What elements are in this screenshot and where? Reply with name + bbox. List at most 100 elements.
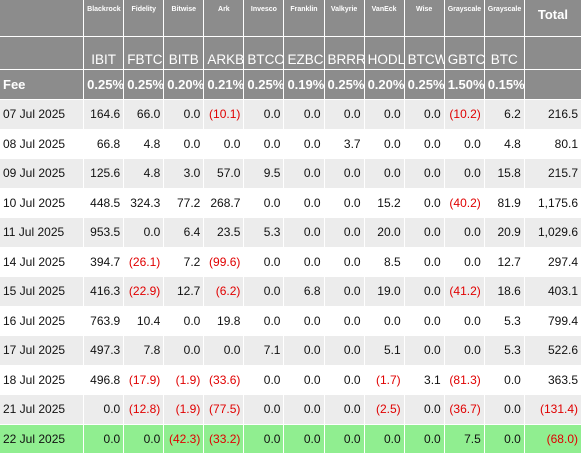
flow-cell: 0.0 bbox=[244, 395, 284, 425]
flow-cell: 0.0 bbox=[164, 100, 204, 130]
flow-cell: 0.0 bbox=[405, 218, 445, 248]
flow-cell: (36.7) bbox=[445, 395, 485, 425]
row-date: 21 Jul 2025 bbox=[0, 395, 84, 425]
flow-cell: (81.3) bbox=[445, 366, 485, 396]
flow-cell: 5.3 bbox=[244, 218, 284, 248]
corner-cell bbox=[0, 0, 84, 37]
flow-cell: 0.0 bbox=[284, 307, 324, 337]
fee-value: 0.25% bbox=[124, 70, 164, 100]
flow-cell: 0.0 bbox=[244, 307, 284, 337]
flow-cell: 0.0 bbox=[365, 100, 405, 130]
issuer-label: Fidelity bbox=[124, 0, 164, 37]
flow-cell: (2.5) bbox=[365, 395, 405, 425]
ticker-label: FBTC bbox=[124, 37, 164, 70]
flow-cell: 7.8 bbox=[124, 336, 164, 366]
flow-cell: 0.0 bbox=[445, 248, 485, 278]
flow-cell: 6.4 bbox=[164, 218, 204, 248]
flow-cell: 0.0 bbox=[244, 189, 284, 219]
flow-cell: 0.0 bbox=[284, 336, 324, 366]
flow-cell: (6.2) bbox=[204, 277, 244, 307]
flow-cell: 0.0 bbox=[485, 366, 525, 396]
ticker-label: BTC bbox=[485, 37, 525, 70]
flow-cell: 4.8 bbox=[485, 130, 525, 160]
flow-cell: 0.0 bbox=[284, 248, 324, 278]
fee-value: 0.19% bbox=[284, 70, 324, 100]
fee-value: 0.21% bbox=[204, 70, 244, 100]
flow-cell: 0.0 bbox=[284, 130, 324, 160]
flow-cell: 0.0 bbox=[405, 189, 445, 219]
row-total: (131.4) bbox=[525, 395, 582, 425]
row-date: 10 Jul 2025 bbox=[0, 189, 84, 219]
flow-cell: 0.0 bbox=[405, 248, 445, 278]
flow-cell: 496.8 bbox=[84, 366, 124, 396]
fee-value: 0.20% bbox=[365, 70, 405, 100]
flow-cell: 19.8 bbox=[204, 307, 244, 337]
flow-cell: 0.0 bbox=[244, 100, 284, 130]
issuer-label: Grayscale bbox=[485, 0, 525, 37]
flow-cell: 5.3 bbox=[485, 307, 525, 337]
fee-label: Fee bbox=[0, 70, 84, 100]
flow-cell: (77.5) bbox=[204, 395, 244, 425]
flow-cell: (26.1) bbox=[124, 248, 164, 278]
flow-cell: 0.0 bbox=[284, 218, 324, 248]
flow-cell: 7.5 bbox=[445, 425, 485, 454]
row-total: 297.4 bbox=[525, 248, 582, 278]
flow-cell: 164.6 bbox=[84, 100, 124, 130]
flow-cell: 0.0 bbox=[124, 425, 164, 454]
flow-cell: 0.0 bbox=[244, 248, 284, 278]
flow-cell: 15.2 bbox=[365, 189, 405, 219]
row-total: 363.5 bbox=[525, 366, 582, 396]
row-total: 216.5 bbox=[525, 100, 582, 130]
flow-cell: 0.0 bbox=[445, 307, 485, 337]
flow-cell: 0.0 bbox=[405, 336, 445, 366]
flow-cell: 0.0 bbox=[284, 425, 324, 454]
flow-cell: 0.0 bbox=[325, 248, 365, 278]
flow-cell: 7.2 bbox=[164, 248, 204, 278]
flow-cell: 497.3 bbox=[84, 336, 124, 366]
flow-cell: 0.0 bbox=[365, 425, 405, 454]
issuer-label: Bitwise bbox=[164, 0, 204, 37]
flow-cell: 0.0 bbox=[244, 425, 284, 454]
flow-cell: 0.0 bbox=[445, 218, 485, 248]
flow-cell: 0.0 bbox=[325, 218, 365, 248]
flow-cell: 12.7 bbox=[485, 248, 525, 278]
flow-cell: 0.0 bbox=[405, 277, 445, 307]
flow-cell: 0.0 bbox=[325, 366, 365, 396]
flow-cell: (10.2) bbox=[445, 100, 485, 130]
flow-cell: 4.8 bbox=[124, 130, 164, 160]
total-column-header: Total bbox=[525, 0, 582, 37]
flow-cell: 0.0 bbox=[244, 277, 284, 307]
flow-cell: 416.3 bbox=[84, 277, 124, 307]
flow-cell: 0.0 bbox=[164, 130, 204, 160]
flow-cell: 0.0 bbox=[405, 307, 445, 337]
flow-cell: 66.8 bbox=[84, 130, 124, 160]
row-total: 1,029.6 bbox=[525, 218, 582, 248]
flow-cell: 5.3 bbox=[485, 336, 525, 366]
row-date: 07 Jul 2025 bbox=[0, 100, 84, 130]
flow-cell: 0.0 bbox=[204, 336, 244, 366]
flow-cell: 57.0 bbox=[204, 159, 244, 189]
flow-cell: 3.7 bbox=[325, 130, 365, 160]
flow-cell: 0.0 bbox=[164, 307, 204, 337]
flow-cell: 18.6 bbox=[485, 277, 525, 307]
flow-cell: 9.5 bbox=[244, 159, 284, 189]
issuer-label: Grayscale bbox=[445, 0, 485, 37]
flow-cell: 19.0 bbox=[365, 277, 405, 307]
flow-cell: 0.0 bbox=[445, 130, 485, 160]
flow-cell: (17.9) bbox=[124, 366, 164, 396]
flow-cell: 0.0 bbox=[365, 159, 405, 189]
flow-cell: 0.0 bbox=[485, 395, 525, 425]
flow-cell: 0.0 bbox=[365, 130, 405, 160]
flow-cell: 15.8 bbox=[485, 159, 525, 189]
flow-cell: 0.0 bbox=[325, 277, 365, 307]
flow-cell: 23.5 bbox=[204, 218, 244, 248]
